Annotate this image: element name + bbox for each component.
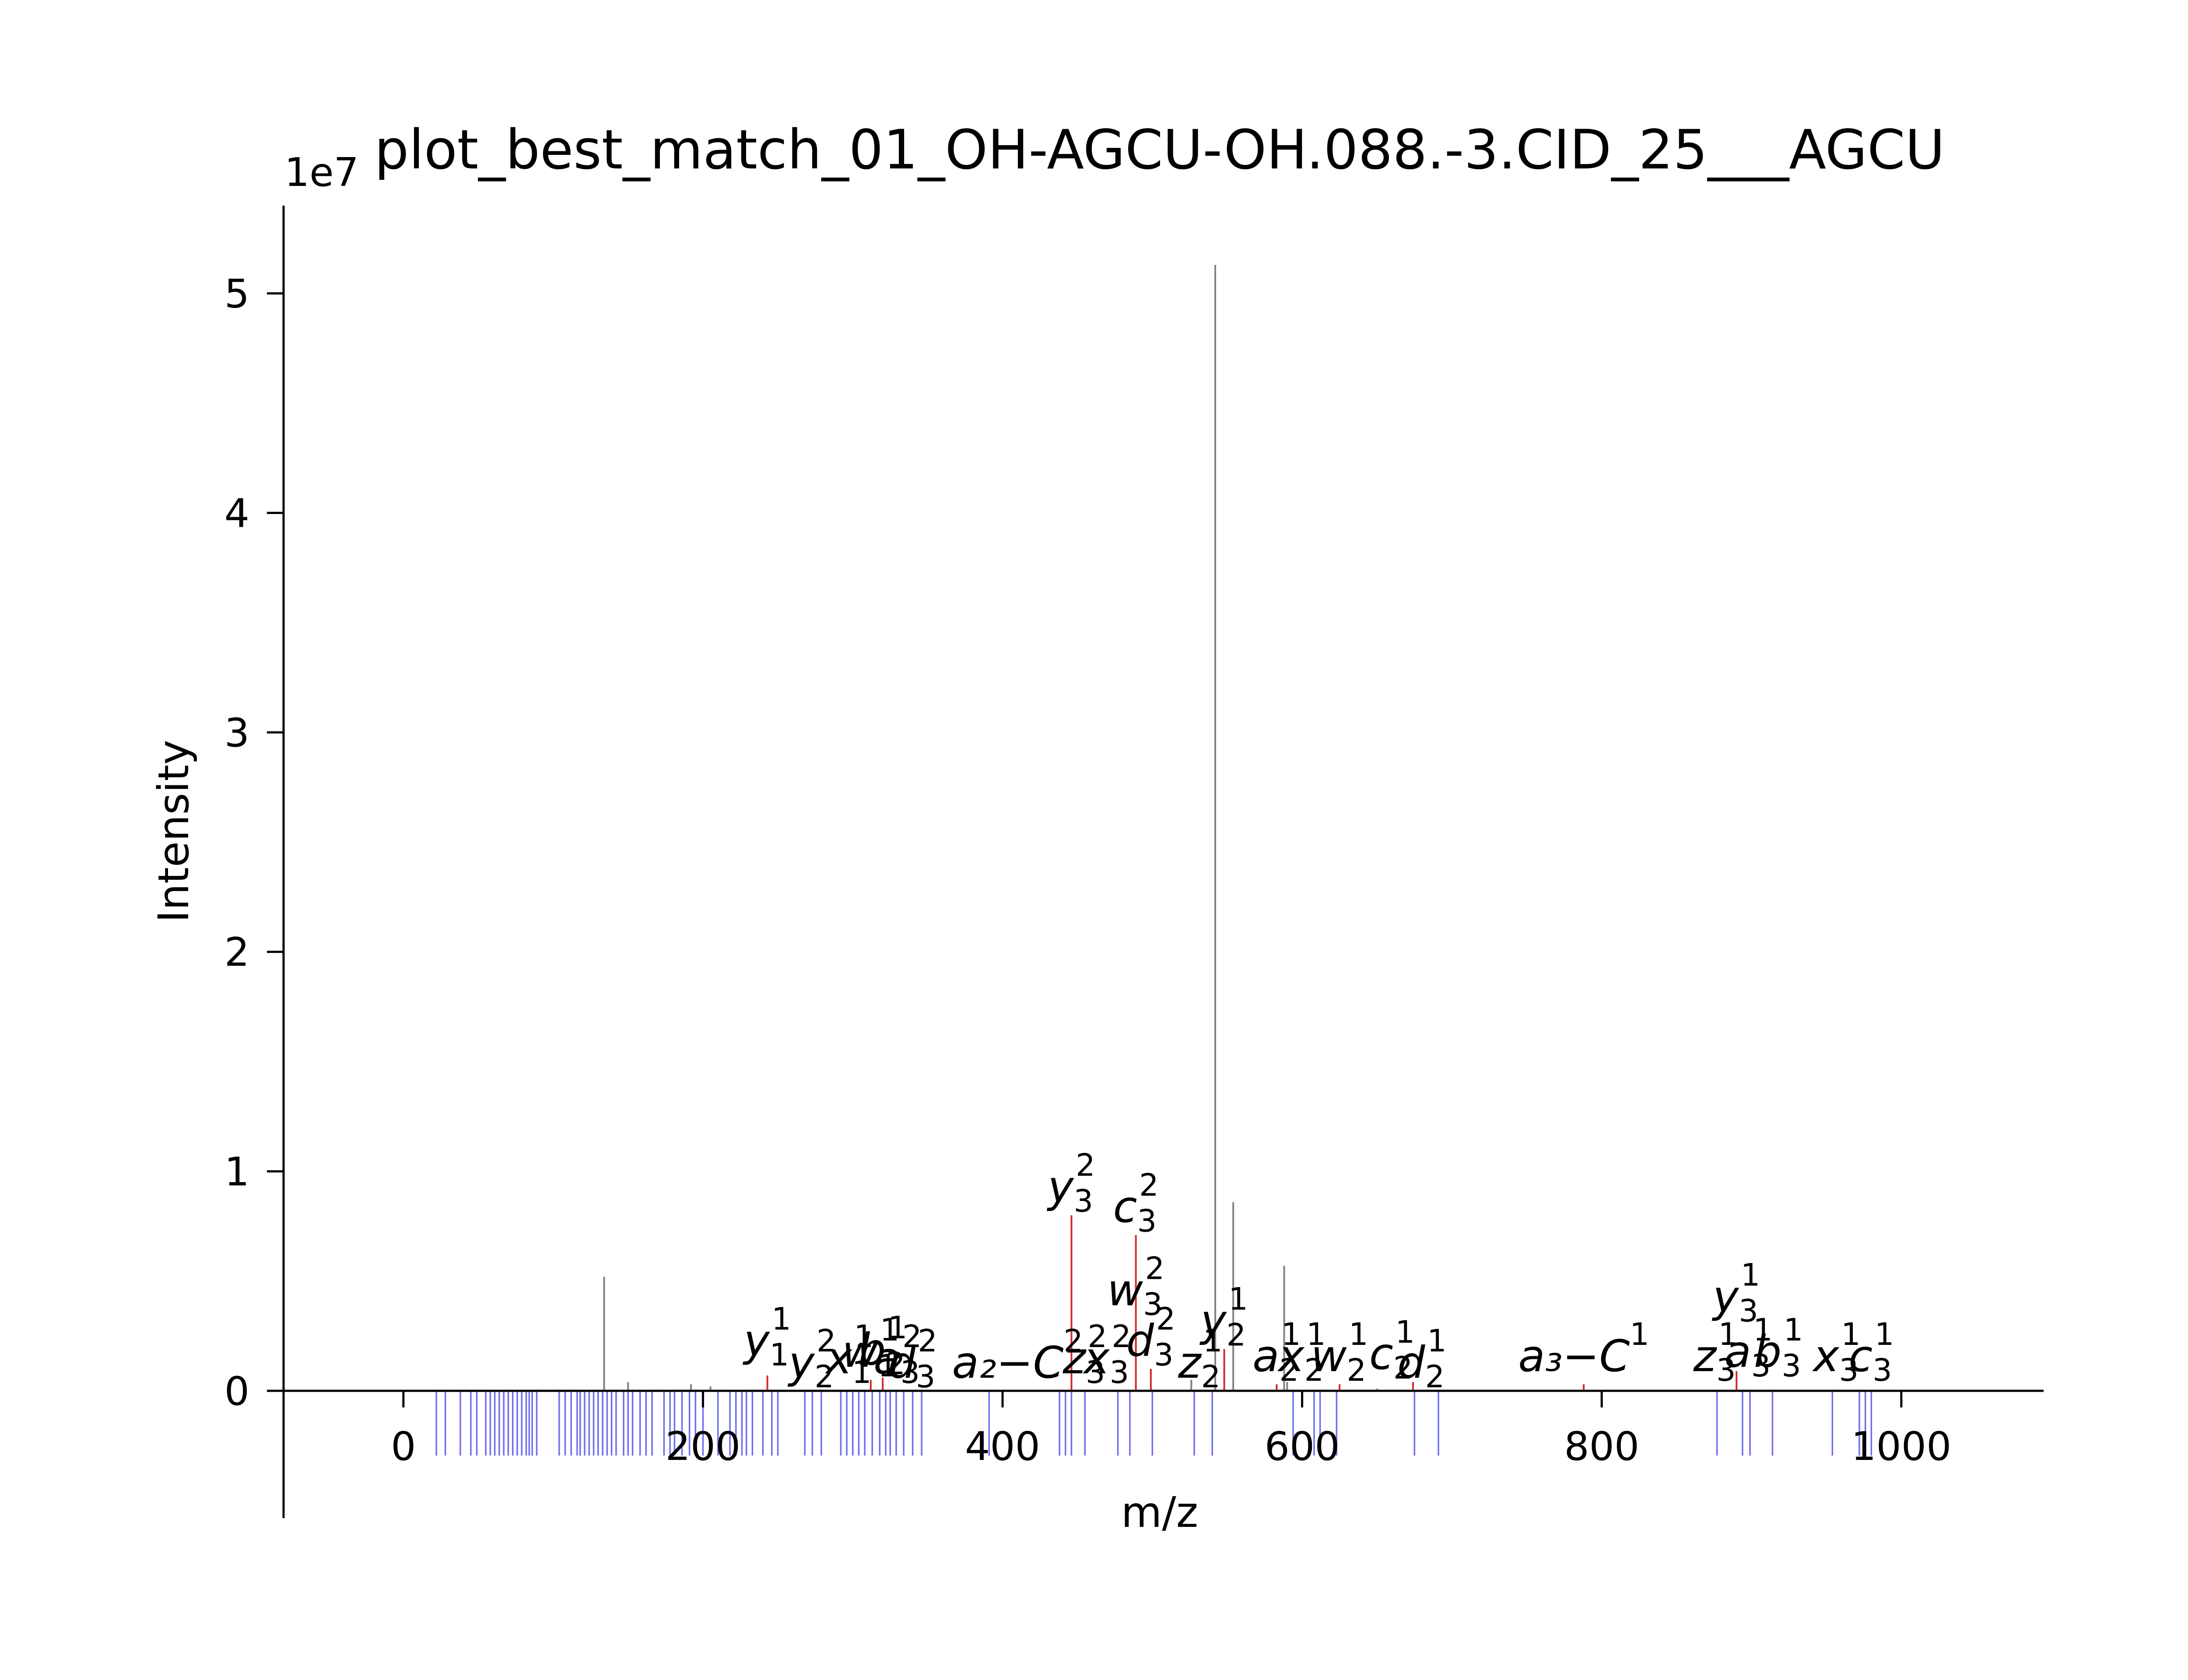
ion-label: b31 <box>1754 1312 1803 1384</box>
ion-label: c21 <box>1369 1314 1415 1386</box>
ion-label: y31 <box>1711 1257 1760 1329</box>
ion-label: w32 <box>1107 1250 1164 1322</box>
y-axis-title: Intensity <box>149 740 198 923</box>
ion-label: x31 <box>1812 1316 1860 1388</box>
ion-label: y22 <box>787 1323 836 1395</box>
x-tick-label: 0 <box>391 1424 416 1470</box>
theoretical-peaks <box>435 1391 1872 1456</box>
observed-peaks <box>603 265 1738 1391</box>
ion-label: z21 <box>1178 1323 1223 1395</box>
ion-label: y32 <box>1046 1148 1095 1219</box>
x-axis-title: m/z <box>1121 1488 1198 1537</box>
ion-label: a₂−C2 <box>952 1323 1083 1388</box>
y-tick-label: 0 <box>224 1368 249 1414</box>
x-tick-label: 1000 <box>1851 1424 1951 1470</box>
ion-label: y21 <box>1199 1281 1248 1353</box>
ion-label: w21 <box>1311 1316 1368 1388</box>
ion-label: b21 <box>858 1310 908 1382</box>
ion-label: x11 <box>825 1319 873 1390</box>
x-tick-label: 800 <box>1564 1424 1639 1470</box>
ion-label: d32 <box>1126 1301 1176 1373</box>
x-tick-label: 200 <box>666 1424 741 1470</box>
x-tick-label: 400 <box>965 1424 1040 1470</box>
y-tick-label: 1 <box>224 1149 249 1195</box>
ion-label: a31 <box>1724 1312 1772 1384</box>
axes: 0 200 400 600 800 1000 0 1 2 3 4 5 <box>224 206 2044 1518</box>
chart-title: plot_best_match_01_OH-AGCU-OH.088.-3.CID… <box>375 119 1945 182</box>
y-tick-label: 5 <box>224 271 249 317</box>
ion-label: y11 <box>742 1301 791 1373</box>
ion-label: c32 <box>1113 1167 1159 1239</box>
ion-label: x21 <box>1277 1316 1325 1388</box>
ion-label: a32 <box>873 1319 922 1390</box>
y-tick-label: 2 <box>224 930 249 976</box>
ion-label: a21 <box>1252 1316 1301 1388</box>
ion-label: a₃−C1 <box>1518 1316 1649 1382</box>
y-tick-label: 4 <box>224 490 249 536</box>
ion-label: w11 <box>842 1312 899 1384</box>
ion-label: c31 <box>1848 1316 1894 1388</box>
ion-label: d21 <box>1397 1323 1447 1395</box>
ion-label: x32 <box>1082 1319 1131 1390</box>
ion-label: z32 <box>1062 1319 1107 1390</box>
ion-label: z31 <box>1693 1316 1738 1388</box>
y-multiplier-label: 1e7 <box>284 150 359 196</box>
y-tick-label: 3 <box>224 710 249 756</box>
ion-label: d32 <box>888 1323 937 1395</box>
x-tick-label: 600 <box>1265 1424 1340 1470</box>
